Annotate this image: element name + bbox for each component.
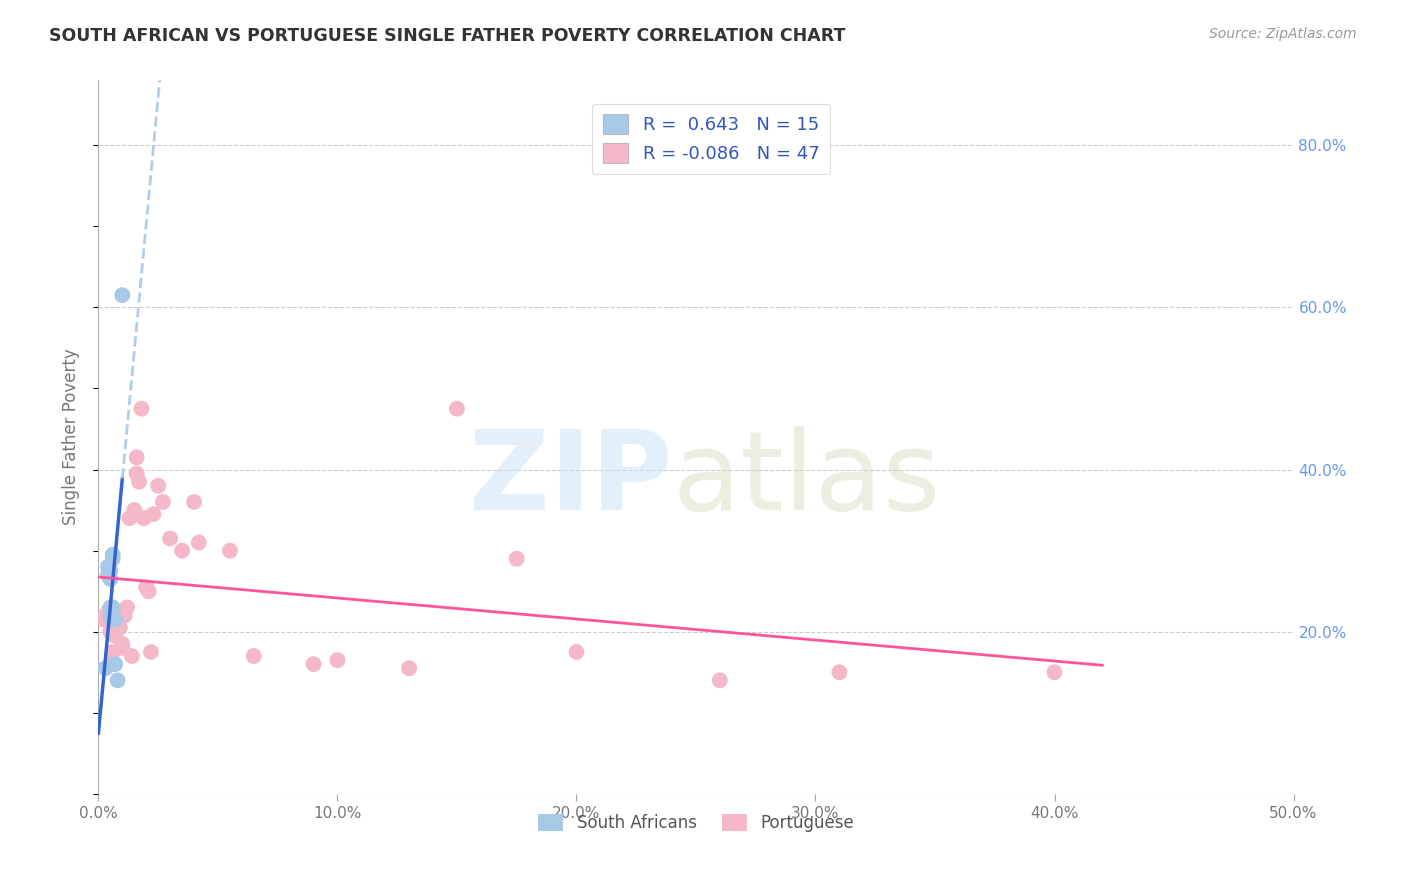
Point — [398, 661, 420, 675]
Point — [159, 532, 181, 546]
Point — [107, 673, 129, 688]
Point — [111, 288, 134, 302]
Text: Source: ZipAtlas.com: Source: ZipAtlas.com — [1209, 27, 1357, 41]
Point — [98, 600, 122, 615]
Point — [98, 608, 122, 623]
Point — [506, 551, 529, 566]
Point — [104, 657, 127, 672]
Point — [98, 572, 122, 586]
Point — [108, 621, 131, 635]
Point — [101, 551, 124, 566]
Y-axis label: Single Father Poverty: Single Father Poverty — [62, 349, 80, 525]
Point — [91, 613, 114, 627]
Point — [101, 600, 124, 615]
Point — [97, 613, 120, 627]
Point — [101, 645, 124, 659]
Point — [114, 608, 136, 623]
Point — [183, 495, 205, 509]
Point — [94, 608, 117, 623]
Point — [97, 559, 120, 574]
Point — [125, 450, 148, 465]
Point — [98, 608, 122, 623]
Point — [111, 640, 134, 655]
Point — [172, 543, 194, 558]
Point — [104, 613, 127, 627]
Point — [138, 584, 160, 599]
Text: SOUTH AFRICAN VS PORTUGUESE SINGLE FATHER POVERTY CORRELATION CHART: SOUTH AFRICAN VS PORTUGUESE SINGLE FATHE… — [49, 27, 845, 45]
Point — [326, 653, 349, 667]
Point — [219, 543, 242, 558]
Point — [97, 568, 120, 582]
Point — [118, 511, 141, 525]
Point — [101, 548, 124, 562]
Point — [148, 479, 170, 493]
Point — [97, 604, 120, 618]
Point — [565, 645, 588, 659]
Point — [98, 613, 122, 627]
Point — [107, 613, 129, 627]
Point — [104, 624, 127, 639]
Point — [111, 637, 134, 651]
Point — [243, 648, 266, 663]
Point — [446, 401, 468, 416]
Point — [135, 580, 157, 594]
Point — [128, 475, 150, 489]
Point — [98, 624, 122, 639]
Point — [139, 645, 162, 659]
Point — [104, 629, 127, 643]
Point — [187, 535, 209, 549]
Point — [107, 621, 129, 635]
Point — [101, 657, 124, 672]
Text: atlas: atlas — [672, 426, 941, 533]
Point — [709, 673, 731, 688]
Text: ZIP: ZIP — [468, 426, 672, 533]
Point — [828, 665, 851, 680]
Point — [132, 511, 155, 525]
Point — [131, 401, 153, 416]
Point — [115, 600, 138, 615]
Point — [98, 564, 122, 578]
Point — [94, 661, 117, 675]
Point — [1043, 665, 1066, 680]
Point — [124, 503, 146, 517]
Point — [121, 648, 143, 663]
Point — [125, 467, 148, 481]
Point — [101, 613, 124, 627]
Point — [302, 657, 325, 672]
Point — [142, 507, 165, 521]
Legend: South Africans, Portuguese: South Africans, Portuguese — [531, 807, 860, 839]
Point — [152, 495, 174, 509]
